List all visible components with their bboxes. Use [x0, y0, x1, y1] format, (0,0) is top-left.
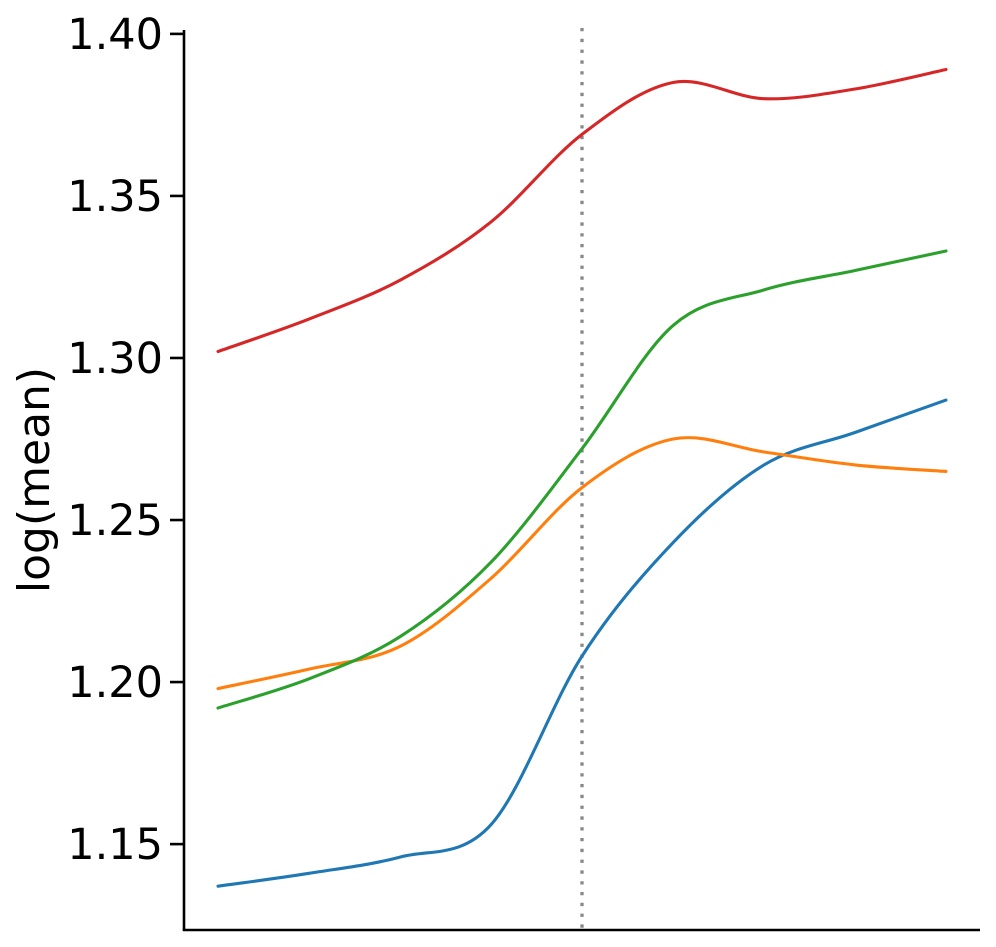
series-orange-line	[216, 436, 948, 691]
y-tick-label: 1.25	[67, 496, 163, 546]
y-tick-label: 1.35	[67, 172, 163, 222]
series-blue-line	[216, 398, 948, 888]
y-tick-label: 1.15	[67, 820, 163, 870]
y-axis-label: log(mean)	[9, 366, 60, 594]
series-red-line	[216, 67, 948, 354]
series-green-line	[216, 249, 948, 710]
y-tick-label: 1.40	[67, 10, 163, 60]
y-tick-label: 1.20	[67, 658, 163, 708]
y-tick-label: 1.30	[67, 334, 163, 384]
